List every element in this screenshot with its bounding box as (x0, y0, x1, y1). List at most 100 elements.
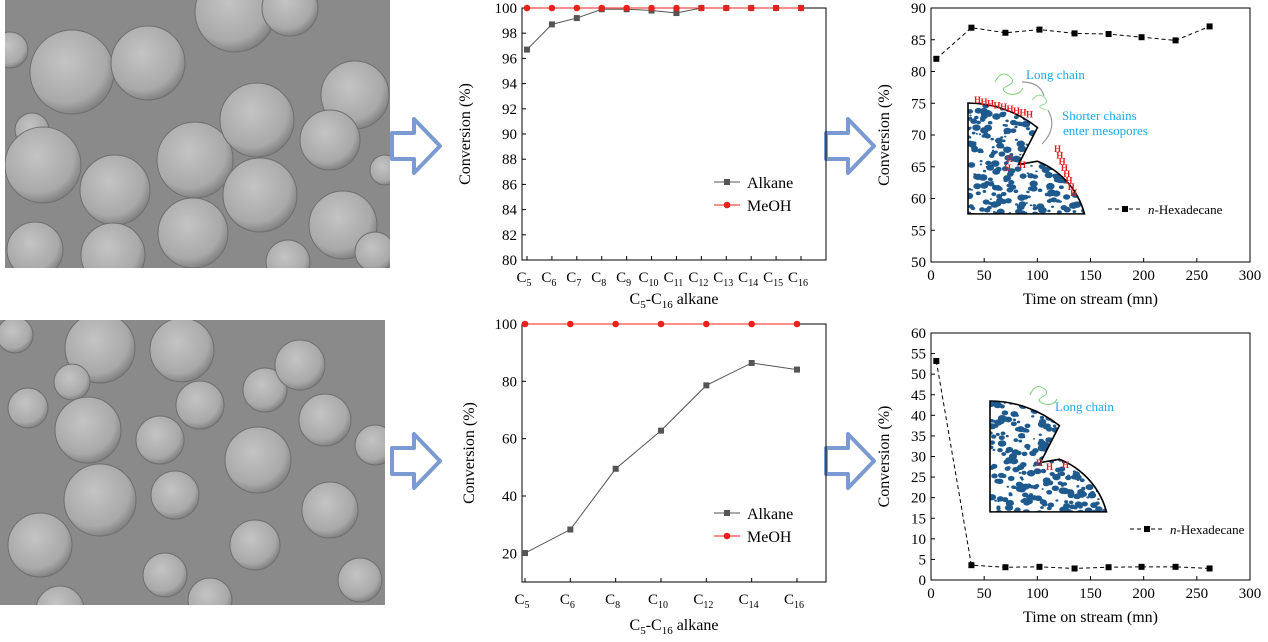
microsphere (0, 320, 34, 354)
data-point (968, 24, 975, 31)
pore (1078, 164, 1084, 169)
pore (1026, 469, 1036, 477)
pore (1075, 453, 1083, 459)
h-atom: H (1056, 150, 1063, 160)
pore (1003, 129, 1007, 132)
pore (1027, 173, 1035, 179)
pore (1077, 461, 1084, 467)
pore (1009, 156, 1014, 160)
pore (1019, 173, 1027, 179)
microsphere (150, 470, 200, 520)
y-tick-label: 85 (911, 33, 926, 49)
pore (1017, 487, 1020, 490)
pore (1074, 137, 1083, 144)
pore (1001, 166, 1009, 172)
pore (989, 198, 992, 200)
x-tick-label: 150 (1079, 586, 1102, 602)
h-atom: H (1026, 109, 1033, 119)
pore (1031, 211, 1039, 214)
pore (1095, 506, 1103, 512)
pore (1060, 487, 1069, 495)
pore (1035, 111, 1039, 115)
pore (1023, 154, 1030, 159)
y-tick-label: 25 (911, 470, 926, 486)
pore (1004, 124, 1008, 127)
pore (1011, 485, 1016, 489)
pore (1024, 423, 1031, 429)
pore (1101, 450, 1107, 454)
pore (980, 113, 988, 120)
pore (1003, 176, 1006, 179)
pore (997, 418, 1005, 425)
pore (1083, 193, 1085, 201)
microsphere (53, 363, 91, 401)
pore (1093, 465, 1097, 469)
pore (990, 153, 994, 157)
data-point (793, 320, 801, 328)
y-tick-label: 96 (502, 51, 518, 67)
pore (968, 140, 977, 148)
pore (985, 165, 989, 168)
pore (993, 424, 999, 428)
pore (1093, 472, 1098, 477)
x-tick-label: C16 (788, 270, 808, 289)
pore (1032, 484, 1039, 490)
pore (1071, 164, 1079, 170)
pore (1069, 147, 1074, 152)
microsphere (224, 426, 292, 494)
pore (1072, 428, 1081, 435)
pore (1076, 140, 1082, 145)
pore (968, 192, 974, 200)
h-atom: H (1006, 154, 1013, 164)
x-tick-label: C10 (639, 270, 659, 289)
pore (969, 114, 972, 117)
microsphere (29, 29, 115, 115)
h-atom: H (994, 100, 1001, 110)
pore (1085, 210, 1093, 216)
pore (1088, 485, 1092, 488)
chain-molecule (994, 73, 1024, 95)
pore (1013, 115, 1019, 120)
pore (1030, 155, 1037, 160)
microsphere (36, 585, 84, 605)
data-point (747, 4, 755, 12)
pore (993, 150, 998, 154)
pore (1083, 463, 1088, 467)
pore (1025, 127, 1031, 131)
pore (1069, 164, 1072, 167)
pore (996, 193, 1003, 199)
pore (1008, 492, 1012, 495)
pore (1017, 464, 1025, 470)
microsphere (149, 320, 215, 383)
y-tick-label: 88 (502, 152, 517, 168)
arrow-right-icon (390, 432, 442, 490)
y-axis-label: Conversion (%) (457, 83, 474, 185)
microsphere (142, 552, 188, 598)
pore (1070, 413, 1076, 418)
y-axis-label: Conversion (%) (461, 402, 478, 504)
pore (1043, 407, 1047, 410)
data-point (567, 526, 574, 533)
pore (994, 478, 1001, 484)
pore (1086, 163, 1091, 167)
pore (1005, 449, 1010, 454)
pore (1096, 460, 1101, 465)
pore (1035, 469, 1039, 472)
pore (1073, 436, 1082, 443)
pore (1052, 103, 1061, 110)
pore (1060, 417, 1065, 421)
pore (1039, 112, 1047, 118)
data-point (1002, 564, 1009, 571)
pore (1025, 103, 1031, 106)
h-atom: H (1007, 104, 1014, 114)
pore (1015, 203, 1019, 206)
pore (1057, 440, 1062, 444)
pore (1004, 416, 1013, 423)
microsphere (337, 557, 383, 603)
pore (1108, 440, 1110, 442)
pore (1047, 193, 1052, 197)
pore (1090, 452, 1098, 458)
chart-bottom-alkane-conversion: 20 40 60 80 100 C5 C6 C8 C10 C12 C14 C16 Conversion … (461, 317, 827, 637)
pore (1076, 485, 1080, 488)
y-tick-label: 45 (911, 388, 926, 404)
